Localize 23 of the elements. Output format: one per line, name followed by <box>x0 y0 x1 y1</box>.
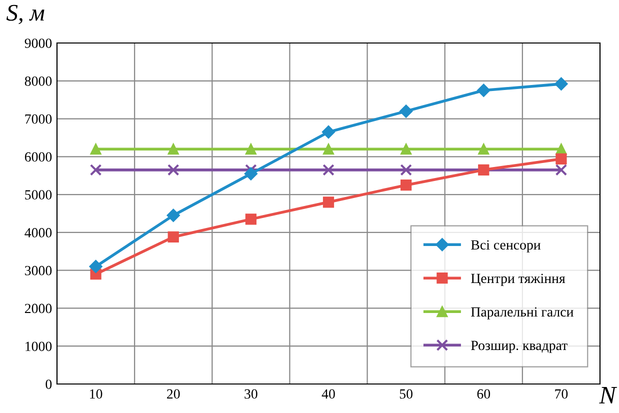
x-tick-label: 40 <box>322 389 335 399</box>
legend-label: Центри тяжіння <box>471 274 566 286</box>
legend-label: Розшир. квадрат <box>471 340 568 353</box>
y-axis-title: S, м <box>6 4 44 24</box>
x-tick-label: 30 <box>244 389 258 399</box>
x-tick-label: 50 <box>400 389 412 399</box>
y-tick-label: 2000 <box>24 304 52 314</box>
y-tick-label: 6000 <box>24 152 52 162</box>
y-tick-label: 9000 <box>24 38 52 48</box>
y-tick-label: 5000 <box>25 190 52 200</box>
legend-label: Всі сенсори <box>471 240 541 252</box>
y-tick-label: 7000 <box>25 114 52 124</box>
y-tick-label: 4000 <box>24 228 52 238</box>
y-tick-label: 3000 <box>25 266 52 276</box>
x-tick-label: 10 <box>90 389 102 399</box>
y-tick-label: 8000 <box>24 76 52 86</box>
y-tick-label: 0 <box>46 380 52 389</box>
y-tick-label: 1000 <box>26 342 52 352</box>
x-tick-label: 70 <box>555 389 568 399</box>
legend-label: Паралельні галси <box>471 307 574 320</box>
x-tick-label: 60 <box>477 389 490 399</box>
x-tick-label: 20 <box>167 389 180 399</box>
x-axis-title: N <box>599 387 618 404</box>
